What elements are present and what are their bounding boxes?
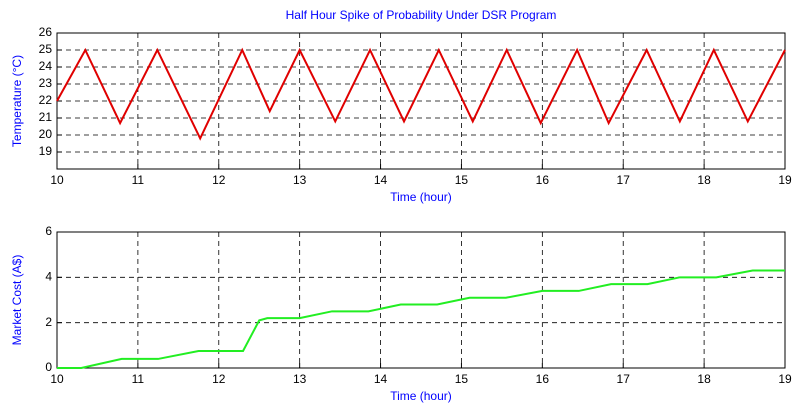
- y-tick-label: 21: [39, 110, 53, 124]
- y-tick-label: 6: [45, 224, 52, 238]
- x-tick-label: 11: [132, 173, 145, 187]
- data-line: [57, 269, 785, 369]
- x-tick-label: 15: [455, 173, 469, 187]
- y-axis-label: Market Cost (A$): [10, 255, 24, 346]
- x-tick-label: 18: [697, 173, 711, 187]
- chart-title: Half Hour Spike of Probability Under DSR…: [286, 8, 557, 22]
- x-axis-label: Time (hour): [390, 190, 452, 204]
- y-axis-label: Temperature (°C): [10, 55, 24, 147]
- x-tick-label: 10: [50, 173, 64, 187]
- y-tick-label: 2: [45, 315, 52, 329]
- x-tick-label: 12: [212, 372, 226, 386]
- x-tick-label: 19: [778, 372, 792, 386]
- x-tick-label: 16: [536, 173, 550, 187]
- x-tick-label: 10: [50, 372, 64, 386]
- x-tick-label: 14: [374, 173, 388, 187]
- y-tick-label: 23: [39, 76, 53, 90]
- y-tick-label: 19: [39, 144, 53, 158]
- x-tick-label: 17: [617, 173, 631, 187]
- y-tick-label: 22: [39, 93, 53, 107]
- x-tick-label: 12: [212, 173, 226, 187]
- x-tick-label: 15: [455, 372, 469, 386]
- y-tick-label: 25: [39, 42, 53, 56]
- y-tick-label: 26: [39, 25, 53, 39]
- x-tick-label: 13: [293, 372, 307, 386]
- y-tick-label: 0: [45, 360, 52, 374]
- x-axis-label: Time (hour): [390, 389, 452, 403]
- x-tick-label: 14: [374, 372, 388, 386]
- x-tick-label: 11: [132, 372, 145, 386]
- y-tick-label: 24: [39, 59, 53, 73]
- x-tick-label: 18: [697, 372, 711, 386]
- data-line: [56, 47, 786, 141]
- x-tick-label: 17: [617, 372, 631, 386]
- x-tick-label: 19: [778, 173, 792, 187]
- y-tick-label: 20: [39, 127, 53, 141]
- x-tick-label: 13: [293, 173, 307, 187]
- x-tick-label: 16: [536, 372, 550, 386]
- y-tick-label: 4: [45, 270, 52, 284]
- plot-area: [56, 231, 786, 369]
